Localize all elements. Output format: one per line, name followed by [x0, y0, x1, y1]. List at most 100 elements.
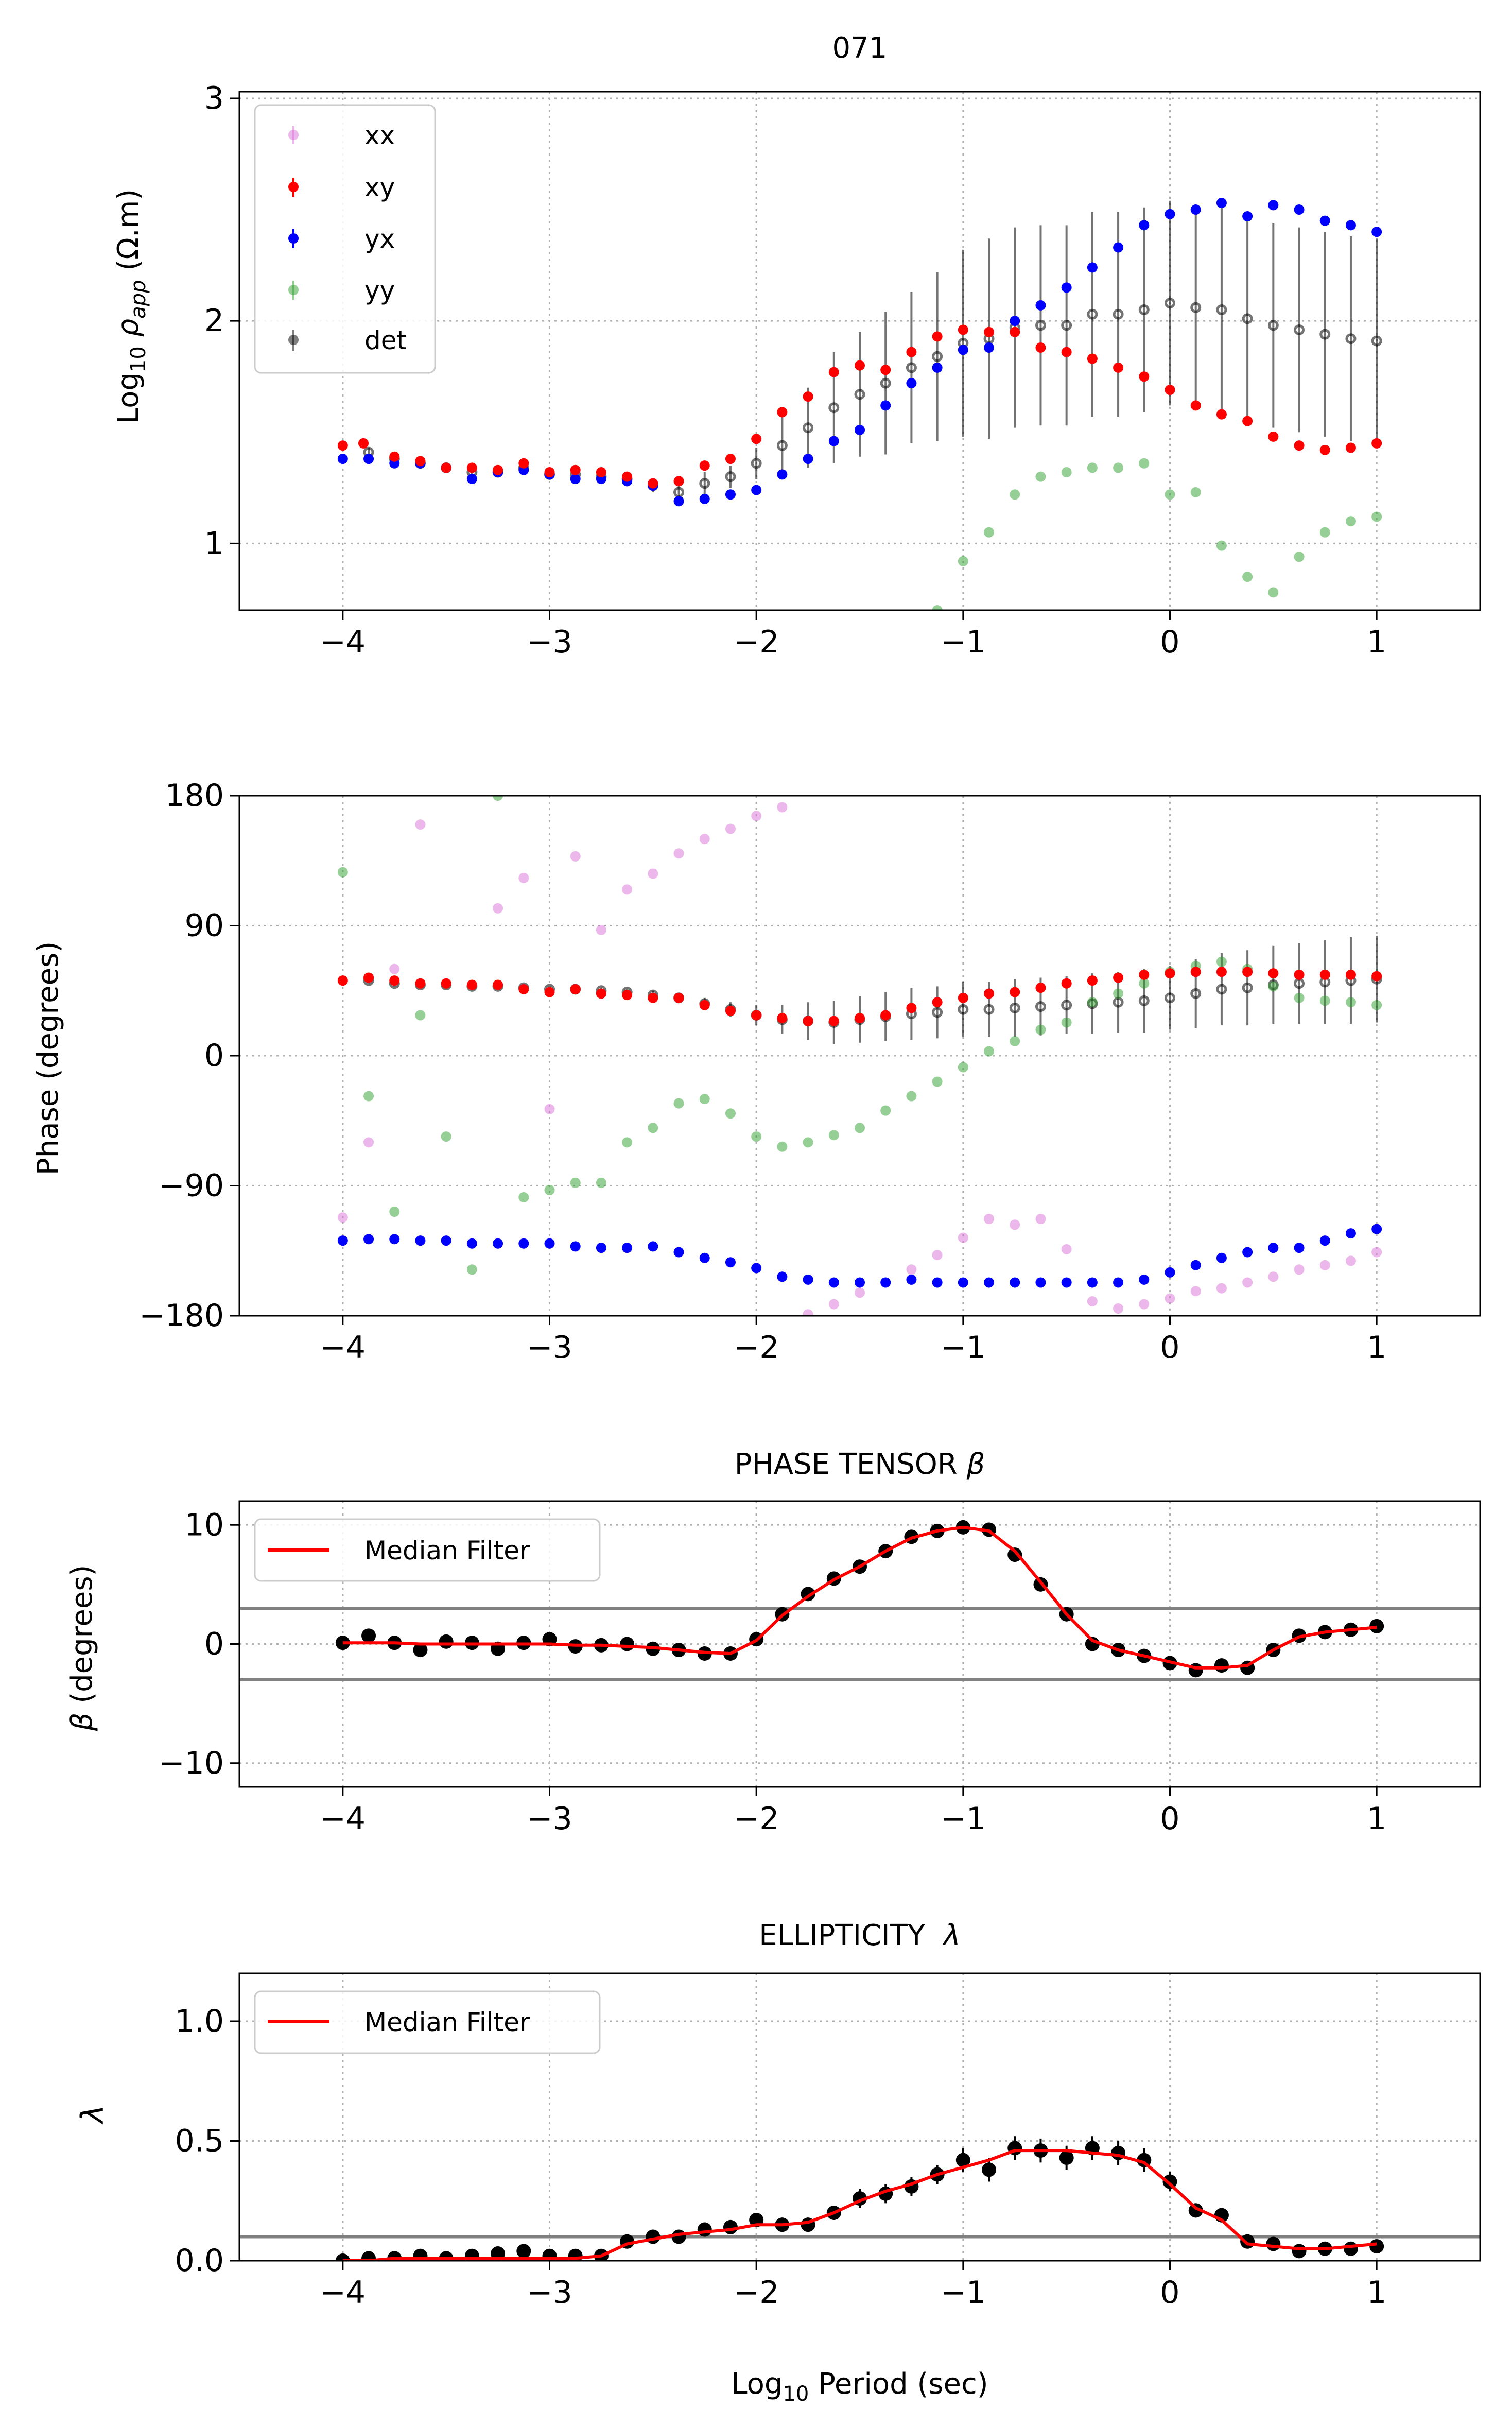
point-xy: [648, 992, 658, 1003]
resistivity-axes-frame: [238, 91, 1481, 611]
point-xy: [518, 984, 529, 994]
data-point: [1266, 2236, 1281, 2251]
data-point: [1292, 2244, 1307, 2259]
point-yy: [570, 1177, 581, 1188]
point-yy: [906, 1091, 917, 1102]
legend-label-median-filter: Median Filter: [364, 1536, 530, 1565]
phase-panel: −4 −3 −2 −1 0 1 180 90 0 −90 −180 Phase (degrees): [31, 778, 1481, 1366]
point-det: [1242, 313, 1253, 324]
resistivity-y-label: Log10 ρapp (Ω.m): [112, 189, 150, 424]
data-point: [1188, 2203, 1203, 2218]
point-yy: [363, 1091, 374, 1102]
point-det: [725, 471, 736, 483]
point-yx: [337, 454, 348, 464]
point-xx: [1319, 1260, 1330, 1270]
point-yx: [828, 1277, 839, 1288]
legend-marker-det: [288, 335, 299, 345]
point-yx: [1113, 1277, 1124, 1288]
point-det: [1035, 320, 1046, 331]
data-point: [1007, 1547, 1022, 1562]
data-point: [361, 1628, 376, 1643]
point-xy: [751, 1010, 762, 1021]
point-xy: [958, 992, 968, 1003]
point-xy: [544, 987, 555, 997]
point-yx: [570, 474, 581, 485]
x-tick-label: −2: [734, 624, 779, 660]
point-xy: [855, 360, 865, 371]
x-tick-label: 0: [1160, 1330, 1179, 1366]
point-xy: [1087, 975, 1098, 986]
point-yy: [466, 1264, 477, 1275]
beta-title: PHASE TENSOR β: [735, 1448, 985, 1481]
point-det: [880, 377, 891, 389]
y-tick-label: −90: [159, 1168, 224, 1204]
point-det: [1035, 1001, 1046, 1012]
point-xy: [1319, 444, 1330, 455]
legend-label-xy: xy: [364, 173, 395, 202]
point-xx: [544, 1104, 555, 1114]
point-xy: [1113, 362, 1124, 373]
point-xy: [984, 326, 995, 337]
point-xy: [363, 972, 374, 983]
point-yx: [570, 1241, 581, 1252]
point-det: [803, 422, 814, 434]
point-xy: [570, 984, 581, 994]
point-yy: [1010, 489, 1020, 500]
point-det: [1216, 304, 1227, 316]
point-xx: [725, 823, 736, 834]
point-yx: [855, 1277, 865, 1288]
point-xx: [1345, 1255, 1356, 1266]
point-yx: [828, 436, 839, 446]
point-xy: [1035, 342, 1046, 353]
legend-entry-xx: xx: [288, 121, 395, 150]
point-xy: [777, 407, 788, 418]
point-det: [1216, 984, 1227, 995]
point-det: [1061, 1000, 1072, 1011]
data-point: [697, 2222, 712, 2237]
point-xy: [1216, 409, 1227, 420]
point-yx: [441, 1235, 451, 1246]
legend-marker-yx: [288, 233, 299, 244]
point-yy: [1319, 527, 1330, 538]
x-tick-label: −3: [527, 624, 572, 660]
point-xx: [1113, 1303, 1124, 1314]
point-xy: [673, 476, 684, 487]
y-tick-label: 90: [185, 908, 224, 944]
point-yy: [1294, 992, 1305, 1003]
data-point: [1369, 2239, 1384, 2254]
point-xy: [699, 460, 710, 471]
point-yy: [544, 1184, 555, 1195]
x-tick-label: −2: [734, 1330, 779, 1366]
point-xy: [803, 1016, 813, 1026]
point-yx: [648, 1241, 658, 1252]
point-yy: [389, 1207, 400, 1217]
point-yx: [958, 345, 968, 355]
point-yx: [751, 485, 762, 495]
point-yx: [1165, 209, 1175, 219]
point-det: [906, 362, 917, 373]
legend-entry-yy: yy: [288, 276, 395, 305]
point-yx: [1371, 227, 1382, 237]
point-yy: [958, 1062, 968, 1073]
point-yy: [751, 1131, 762, 1142]
point-yx: [673, 1247, 684, 1258]
point-yx: [466, 1238, 477, 1249]
point-xx: [596, 924, 606, 935]
point-det: [1061, 320, 1072, 331]
point-yy: [1268, 981, 1279, 992]
y-tick-label: 180: [165, 778, 224, 814]
data-point: [620, 1637, 635, 1651]
point-xy: [493, 464, 503, 475]
point-det: [1138, 995, 1150, 1006]
point-xx: [984, 1214, 995, 1225]
point-xy: [415, 456, 426, 467]
point-xy: [544, 467, 555, 478]
point-yx: [363, 1234, 374, 1245]
point-xy: [880, 365, 891, 375]
point-det: [1087, 308, 1098, 320]
median-filter-line: [342, 1525, 1377, 1670]
data-point: [516, 2244, 531, 2259]
ellipticity-title: ELLIPTICITY λ: [759, 1919, 961, 1952]
y-tick-label: 0.0: [175, 2243, 224, 2279]
x-tick-label: −2: [734, 2275, 779, 2311]
